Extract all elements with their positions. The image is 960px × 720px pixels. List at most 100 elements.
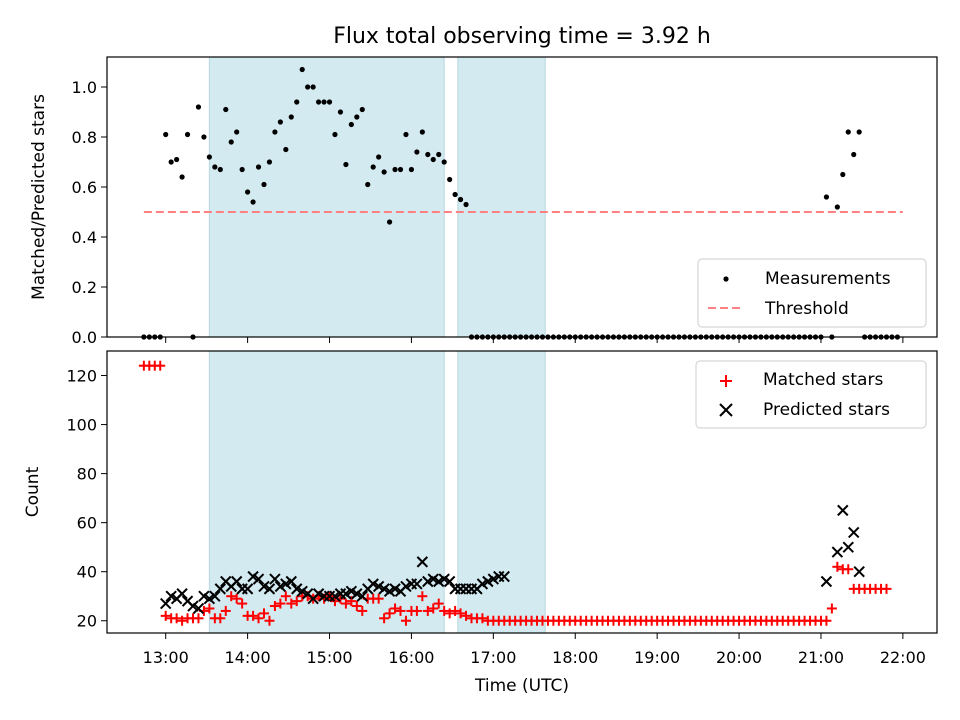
matched-stars-point	[291, 596, 302, 607]
measurement-point	[452, 191, 458, 198]
measurement-point	[288, 114, 294, 120]
measurement-point	[392, 166, 398, 173]
matched-stars-point	[384, 608, 395, 619]
bot-y-tick-label: 40	[77, 563, 97, 582]
bottom-x-ticks: 13:00 14:00 15:00 16:00 17:00 18:00 19:00 20:00…	[143, 633, 926, 667]
measurement-point	[195, 104, 202, 110]
legend-predicted-label: Predicted stars	[763, 400, 890, 420]
measurement-point	[365, 181, 371, 188]
legend-measurements-marker	[723, 276, 729, 282]
bot-x-tick-label: 22:00	[880, 648, 926, 667]
top-y-tick-label: 0.6	[72, 178, 97, 197]
measurement-point	[436, 151, 442, 158]
top-panel: 0.0 0.2 0.4 0.6 0.8 1.0 Matched/Predicted sta…	[29, 56, 938, 347]
measurement-point	[217, 166, 223, 173]
bot-x-tick-label: 15:00	[306, 648, 352, 667]
predicted-stars-point	[837, 504, 849, 517]
matched-stars-point	[428, 603, 439, 614]
bottom-panel: 20 40 60 80 100 120 13:00 14:00 15:00 16:00 17:00…	[23, 350, 938, 696]
bottom-y-ticks: 20 40 60 80 100 120	[66, 367, 107, 631]
top-y-axis-label: Matched/Predicted stars	[29, 94, 49, 300]
measurement-point	[457, 196, 464, 203]
measurement-point	[201, 134, 207, 140]
top-plot-frame	[106, 56, 938, 338]
top-y-tick-label: 1.0	[72, 78, 97, 97]
matched-stars-point	[286, 598, 297, 609]
measurement-point	[851, 151, 857, 158]
bottom-series	[138, 360, 892, 626]
predicted-stars-point	[159, 597, 172, 610]
measurement-point	[310, 84, 316, 90]
measurement-point	[184, 131, 191, 138]
legend-threshold-label: Threshold	[764, 299, 849, 319]
matched-stars-point	[351, 601, 362, 612]
measurement-point	[337, 109, 344, 115]
top-y-tick-label: 0.2	[72, 278, 97, 297]
measurement-point	[272, 129, 278, 135]
measurement-point	[321, 99, 327, 105]
predicted-stars-point	[252, 573, 265, 585]
predicted-stars-point	[498, 570, 510, 583]
measurement-point	[354, 114, 360, 120]
top-legend-box	[697, 258, 927, 328]
matched-stars-point	[390, 603, 401, 614]
matched-stars-point	[444, 608, 455, 619]
measurement-point	[206, 154, 212, 160]
matched-stars-point	[411, 605, 422, 616]
predicted-stars-point	[411, 578, 423, 590]
matched-stars-point	[357, 605, 368, 616]
measurement-point	[845, 129, 851, 135]
measurement-point	[234, 129, 240, 135]
measurement-point	[403, 131, 409, 138]
matched-stars-point	[269, 601, 280, 612]
measurement-point	[397, 166, 404, 173]
matched-stars-point	[373, 593, 384, 604]
measurement-point	[223, 106, 229, 113]
matched-stars-point	[237, 598, 248, 609]
matched-stars-point	[821, 615, 832, 626]
bottom-plot-frame	[106, 350, 938, 634]
measurement-point	[823, 194, 830, 200]
predicted-stars-point	[192, 602, 205, 615]
measurement-point	[294, 99, 300, 105]
predicted-stars-point	[263, 583, 276, 595]
measurement-point	[212, 164, 218, 170]
bot-observing-window-1	[457, 350, 546, 634]
bottom-y-axis-label: Count	[23, 466, 43, 517]
matched-stars-point	[417, 591, 428, 602]
measurement-point	[856, 129, 862, 135]
measurement-point	[299, 66, 305, 73]
matched-stars-point	[193, 613, 204, 624]
matched-stars-point	[826, 603, 837, 614]
bot-x-tick-label: 18:00	[552, 648, 598, 667]
matched-stars-point	[215, 613, 226, 624]
measurement-point	[376, 154, 382, 160]
top-y-ticks: 0.0 0.2 0.4 0.6 0.8 1.0	[72, 78, 107, 347]
measurement-point	[174, 156, 180, 163]
matched-stars-point	[226, 591, 237, 602]
bot-x-tick-label: 21:00	[798, 648, 844, 667]
predicted-stars-point	[842, 541, 854, 553]
top-legend: Measurements Threshold	[697, 258, 927, 328]
bot-y-tick-label: 20	[77, 612, 97, 631]
measurement-point	[414, 149, 420, 155]
predicted-stars-point	[230, 575, 243, 588]
legend-matched-label: Matched stars	[763, 370, 883, 390]
predicted-stars-point	[356, 590, 368, 602]
predicted-stars-point	[209, 590, 221, 602]
predicted-stars-point	[269, 573, 281, 585]
bot-y-tick-label: 80	[77, 465, 97, 484]
matched-stars-point	[881, 583, 892, 594]
measurement-point	[463, 201, 469, 208]
predicted-stars-point	[285, 575, 297, 588]
predicted-stars-point	[831, 546, 844, 558]
bot-y-tick-label: 60	[77, 514, 97, 533]
measurement-point	[326, 99, 333, 105]
measurement-point	[315, 99, 322, 105]
measurement-point	[228, 139, 234, 145]
matched-stars-point	[248, 610, 259, 621]
matched-stars-point	[450, 605, 461, 616]
top-y-tick-label: 0.4	[72, 228, 97, 247]
measurement-point	[245, 189, 251, 195]
